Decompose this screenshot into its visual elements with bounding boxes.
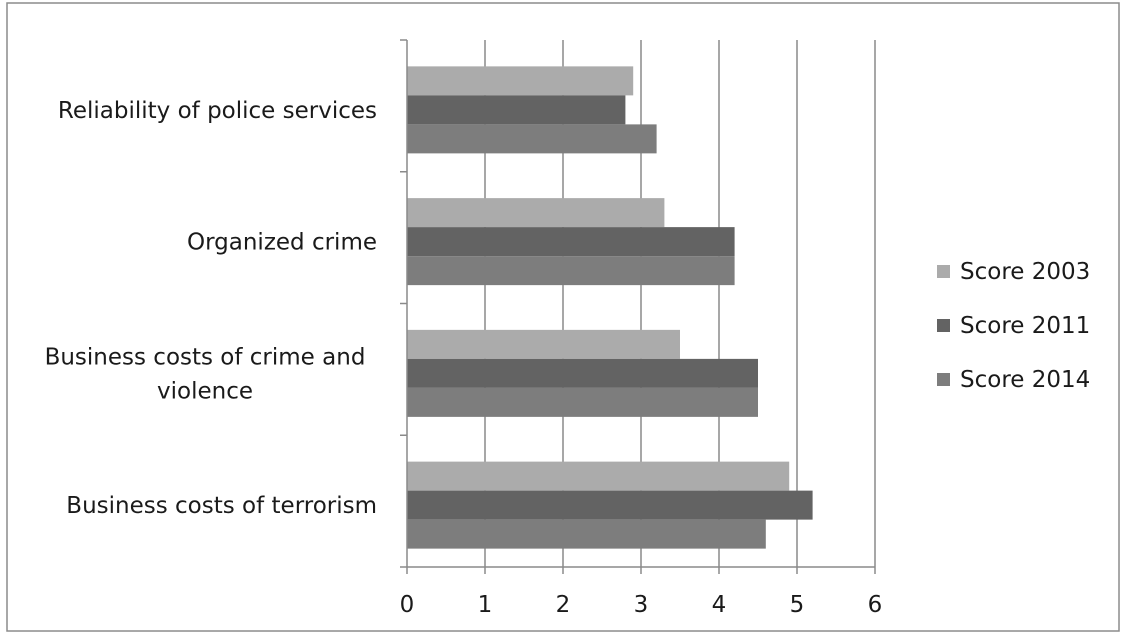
legend-swatch-0	[937, 265, 950, 278]
x-tick-label-3: 3	[634, 592, 649, 618]
x-tick-label-2: 2	[556, 592, 571, 618]
bar-score-2014-cat-1	[407, 256, 735, 286]
bar-score-2003-cat-1	[407, 198, 665, 228]
bar-score-2011-cat-1	[407, 227, 735, 257]
legend-label-1: Score 2011	[960, 313, 1090, 339]
legend-label-0: Score 2003	[960, 259, 1090, 285]
bar-score-2011-cat-3	[407, 490, 813, 520]
legend-swatch-2	[937, 373, 950, 386]
x-tick-label-5: 5	[790, 592, 805, 618]
bar-score-2003-cat-2	[407, 329, 680, 359]
legend-label-2: Score 2014	[960, 367, 1090, 393]
bar-score-2014-cat-0	[407, 124, 657, 154]
legend: Score 2003 Score 2011 Score 2014	[937, 259, 1090, 393]
category-labels: Reliability of police services Organized …	[45, 98, 377, 519]
x-tick-label-1: 1	[478, 592, 493, 618]
legend-item-0: Score 2003	[937, 259, 1090, 285]
x-tick-label-6: 6	[868, 592, 883, 618]
category-label-0: Reliability of police services	[58, 98, 377, 124]
axes: 0 1 2 3 4 5 6	[400, 39, 883, 618]
bars	[407, 66, 813, 549]
bar-score-2014-cat-2	[407, 387, 758, 417]
bar-score-2003-cat-3	[407, 461, 790, 491]
bar-score-2011-cat-0	[407, 95, 626, 125]
category-label-1: Organized crime	[187, 230, 377, 256]
category-label-3: Business costs of terrorism	[66, 493, 377, 519]
bar-score-2011-cat-2	[407, 358, 758, 388]
x-tick-label-0: 0	[400, 592, 415, 618]
bar-score-2014-cat-3	[407, 519, 766, 549]
category-label-2: Business costs of crime and violence	[45, 344, 366, 404]
x-tick-label-4: 4	[712, 592, 727, 618]
legend-swatch-1	[937, 319, 950, 332]
legend-item-1: Score 2011	[937, 313, 1090, 339]
bar-score-2003-cat-0	[407, 66, 634, 96]
legend-item-2: Score 2014	[937, 367, 1090, 393]
